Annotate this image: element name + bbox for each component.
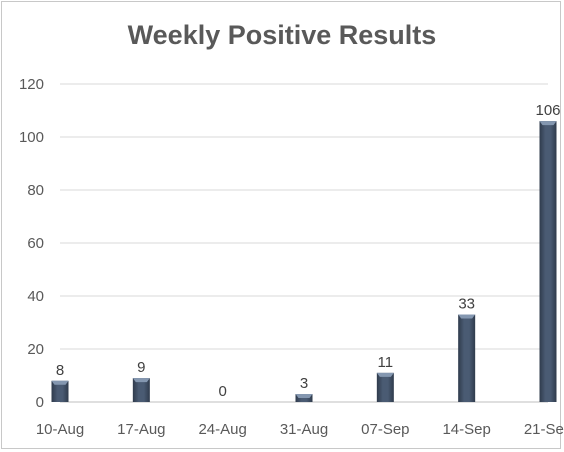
bar xyxy=(132,378,150,402)
data-label: 3 xyxy=(300,375,308,392)
bar xyxy=(376,372,394,402)
x-tick-label: 24-Aug xyxy=(198,421,246,438)
data-label: 8 xyxy=(56,362,64,379)
y-axis: 0 20 40 60 80 100 120 xyxy=(19,76,44,411)
bar xyxy=(539,121,557,402)
x-tick-label: 10-Aug xyxy=(36,421,84,438)
chart-title: Weekly Positive Results xyxy=(127,20,437,50)
gridlines xyxy=(60,83,548,403)
bar xyxy=(295,394,313,402)
y-tick-label: 120 xyxy=(19,76,44,93)
x-tick-label: 31-Aug xyxy=(280,421,328,438)
x-tick-label: 21-Sep xyxy=(524,421,564,438)
x-tick-label: 14-Sep xyxy=(442,421,490,438)
bar xyxy=(458,314,476,402)
data-label: 11 xyxy=(378,354,394,371)
data-label: 0 xyxy=(218,383,226,400)
data-labels: 8 9 0 3 11 33 106 xyxy=(56,102,561,400)
y-tick-label: 100 xyxy=(19,129,44,146)
y-tick-label: 80 xyxy=(27,182,44,199)
data-label: 9 xyxy=(137,359,145,376)
x-tick-label: 07-Sep xyxy=(361,421,409,438)
data-label: 106 xyxy=(535,102,560,119)
x-axis: 10-Aug 17-Aug 24-Aug 31-Aug 07-Sep 14-Sep 21-S… xyxy=(36,421,564,438)
data-label: 33 xyxy=(458,296,475,313)
y-tick-label: 0 xyxy=(36,394,44,411)
bar xyxy=(51,380,69,402)
y-tick-label: 20 xyxy=(27,341,44,358)
y-tick-label: 40 xyxy=(27,288,44,305)
y-tick-label: 60 xyxy=(27,235,44,252)
x-tick-label: 17-Aug xyxy=(117,421,165,438)
bars xyxy=(51,121,557,402)
